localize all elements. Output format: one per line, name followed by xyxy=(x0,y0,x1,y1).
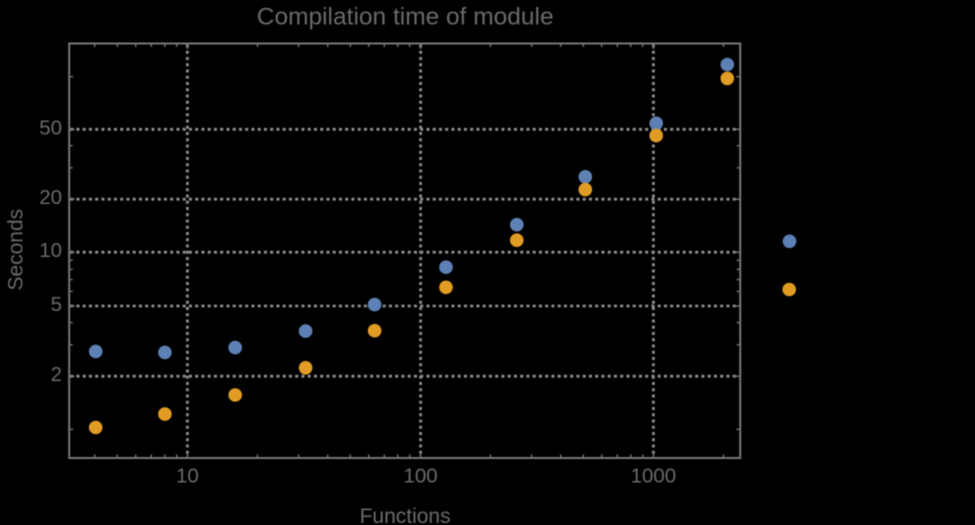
svg-text:1000: 1000 xyxy=(631,465,677,488)
svg-text:2: 2 xyxy=(51,363,62,386)
svg-text:Compilation time of module: Compilation time of module xyxy=(257,4,554,31)
svg-text:20: 20 xyxy=(39,186,62,209)
svg-text:10: 10 xyxy=(176,465,199,488)
svg-text:50: 50 xyxy=(39,116,62,139)
svg-text:Functions: Functions xyxy=(360,505,451,525)
svg-text:5: 5 xyxy=(51,293,62,316)
svg-text:10: 10 xyxy=(39,239,62,262)
svg-text:100: 100 xyxy=(403,465,437,488)
svg-text:Seconds: Seconds xyxy=(5,209,28,291)
